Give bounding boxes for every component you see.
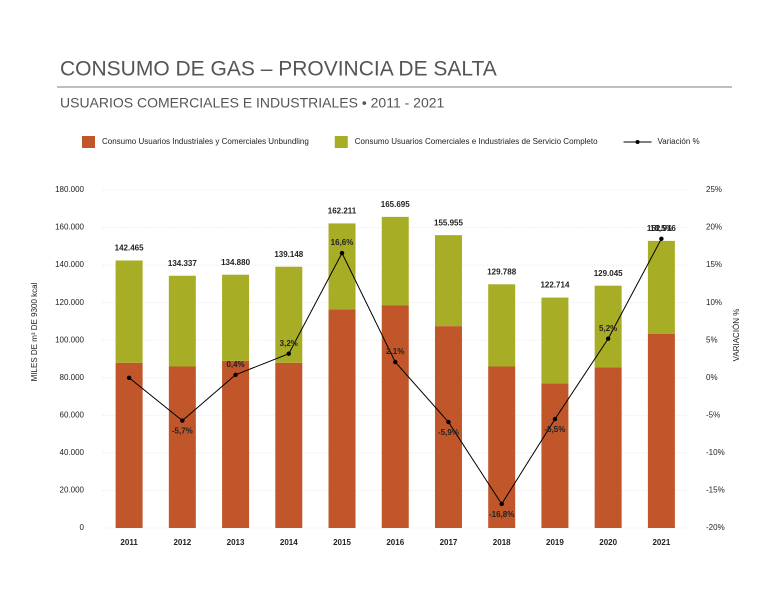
y2-tick-label: -5% — [706, 410, 720, 419]
line-point — [659, 236, 664, 242]
total-label: 142.465 — [115, 244, 144, 253]
legend-marker — [635, 140, 640, 144]
x-tick-label: 2011 — [120, 538, 138, 547]
bar-segment — [328, 223, 356, 310]
y-tick-label: 40.000 — [60, 448, 85, 457]
y2-tick-label: -10% — [706, 448, 725, 457]
bar-segment — [434, 235, 462, 327]
line-point — [233, 372, 238, 377]
line-value-label: 0,4% — [226, 360, 244, 369]
total-label: 134.880 — [221, 258, 250, 267]
bar-segment — [222, 360, 250, 528]
legend-label: Consumo Usuarios Comerciales e Industria… — [355, 137, 598, 146]
line-point — [393, 359, 398, 365]
bar-segment — [647, 333, 675, 528]
line-point — [339, 250, 345, 256]
line-point — [286, 351, 291, 356]
line-value-label: -5,9% — [438, 428, 459, 437]
bar-segment — [168, 275, 196, 367]
line-value-label: 5,2% — [599, 324, 617, 333]
bar-segment — [115, 362, 143, 528]
bar-segment — [594, 285, 622, 368]
total-label: 134.337 — [168, 259, 197, 268]
bar-segment — [328, 309, 356, 528]
bar-segment — [594, 367, 622, 528]
y-tick-label: 180.000 — [55, 185, 84, 194]
total-label: 139.148 — [274, 250, 303, 259]
x-tick-label: 2015 — [333, 538, 351, 547]
x-tick-label: 2013 — [227, 538, 245, 547]
legend-swatch — [334, 136, 348, 148]
y2-tick-label: 25% — [706, 185, 722, 194]
x-tick-label: 2021 — [652, 538, 670, 547]
line-value-label: -16,8% — [489, 510, 514, 519]
x-tick-label: 2018 — [493, 538, 511, 547]
y-tick-label: 100.000 — [55, 335, 84, 344]
bar-segment — [275, 362, 303, 528]
y-tick-label: 140.000 — [55, 260, 84, 269]
chart-subtitle: USUARIOS COMERCIALES E INDUSTRIALES • 20… — [60, 95, 445, 111]
bar-segment — [541, 383, 569, 528]
line-point — [180, 418, 185, 423]
y-tick-label: 160.000 — [55, 223, 84, 232]
line-value-label: 2,1% — [386, 347, 404, 356]
y2-tick-label: 15% — [706, 260, 722, 269]
x-tick-label: 2014 — [280, 538, 298, 547]
bar-segment — [168, 366, 196, 528]
x-tick-label: 2020 — [599, 538, 617, 547]
total-label: 152.916 — [647, 224, 676, 233]
y2-axis-label: VARIACIÓN % — [732, 309, 741, 362]
legend-label: Consumo Usuarios Industriales y Comercia… — [102, 137, 309, 146]
y2-tick-label: 5% — [706, 335, 718, 344]
bar-segment — [222, 274, 250, 361]
line-value-label: -5,5% — [544, 425, 565, 434]
legend-label: Variación % — [658, 137, 700, 146]
line-point — [499, 501, 504, 507]
y-tick-label: 120.000 — [55, 298, 84, 307]
y2-tick-label: 10% — [706, 298, 722, 307]
line-value-label: 16,6% — [331, 238, 354, 247]
y2-tick-label: -15% — [706, 486, 725, 495]
y-axis-label: MILES DE m³ DE 9300 kcal — [30, 282, 39, 381]
line-point — [552, 416, 558, 422]
y-tick-label: 0 — [80, 523, 85, 532]
line-value-label: -5,7% — [172, 427, 193, 436]
bar-segment — [381, 305, 409, 528]
y-tick-label: 80.000 — [60, 373, 85, 382]
y-tick-label: 20.000 — [60, 486, 85, 495]
total-label: 165.695 — [381, 200, 410, 209]
x-tick-label: 2017 — [440, 538, 458, 547]
x-tick-label: 2019 — [546, 538, 564, 547]
bar-segment — [647, 240, 675, 334]
y2-tick-label: 0% — [706, 373, 718, 382]
total-label: 129.788 — [487, 267, 516, 276]
bar-segment — [275, 266, 303, 363]
total-label: 162.211 — [328, 207, 357, 216]
total-label: 155.955 — [434, 218, 463, 227]
bar-segment — [115, 260, 143, 363]
chart-title: CONSUMO DE GAS – PROVINCIA DE SALTA — [60, 58, 497, 81]
legend-swatch — [82, 136, 95, 148]
bar-segment — [488, 366, 516, 528]
bar-segment — [381, 216, 409, 306]
y-tick-label: 60.000 — [60, 410, 85, 419]
x-tick-label: 2016 — [386, 538, 404, 547]
line-value-label: 18,5% — [650, 224, 673, 233]
x-tick-label: 2012 — [173, 538, 191, 547]
y2-tick-label: -20% — [706, 523, 725, 532]
bar-segment — [488, 284, 516, 367]
total-label: 129.045 — [594, 269, 623, 278]
bar-segment — [541, 297, 569, 384]
total-label: 122.714 — [540, 281, 569, 290]
line-point — [126, 375, 132, 380]
bar-segment — [434, 326, 462, 528]
line-point — [446, 419, 451, 425]
line-point — [605, 336, 611, 341]
y2-tick-label: 20% — [706, 223, 722, 232]
line-value-label: 3,2% — [280, 339, 298, 348]
